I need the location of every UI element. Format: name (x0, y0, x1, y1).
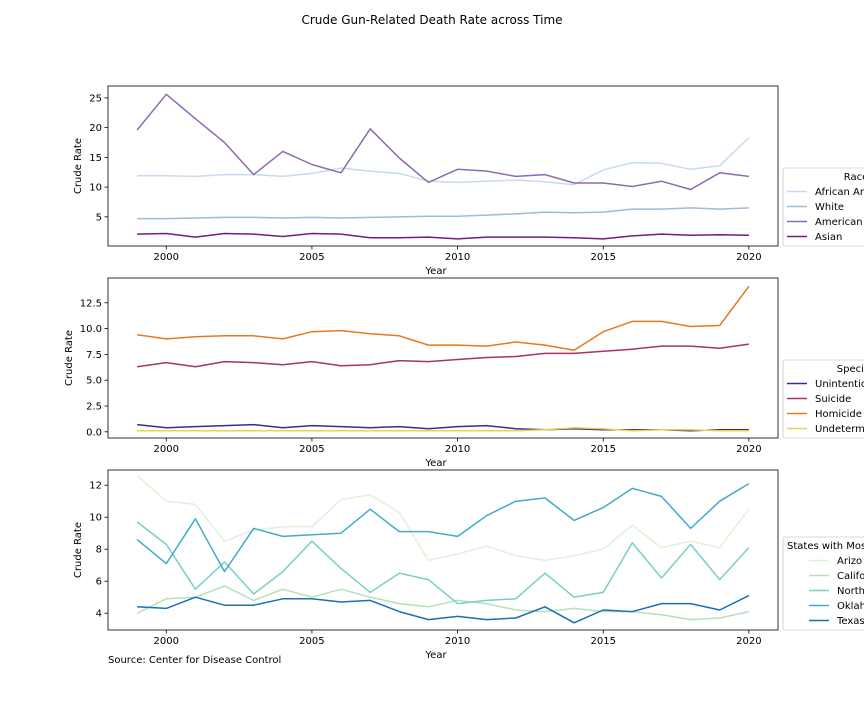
legend-box (782, 167, 864, 247)
x-tick-label: 2020 (736, 252, 761, 263)
y-tick-label: 5.0 (86, 376, 102, 387)
y-axis-label: Crude Rate (73, 522, 84, 578)
y-axis-label: Crude Rate (64, 330, 75, 386)
x-tick-label: 2005 (299, 636, 324, 647)
source-note: Source: Center for Disease Control (108, 655, 282, 666)
legend-title: Race (844, 172, 864, 183)
series-line-1-1 (137, 137, 750, 186)
legend-entry: Asian (815, 232, 842, 243)
x-tick-label: 2015 (590, 252, 615, 263)
legend-entry: American (815, 217, 863, 228)
x-tick-label: 2000 (154, 444, 179, 455)
panel-2: 2000 2005 2010 2015 2020 0.0 2.5 5.0 7.5 10.0 12.5… (64, 277, 864, 469)
y-tick-label: 5 (96, 212, 102, 223)
legend-3: States with Mos Arizo Califo North Oklah Texa… (782, 536, 864, 631)
y-axis-label: Crude Rate (73, 138, 84, 194)
legend-entry: Arizo (837, 556, 862, 567)
panel-3: 2000 2005 2010 2015 2020 4 6 8 10 12 Year Crude Rat… (73, 469, 864, 661)
y-tick-label: 12 (89, 481, 102, 492)
series-line-3-1 (136, 475, 750, 562)
y-tick-label: 10 (89, 513, 102, 524)
legend-box (782, 359, 864, 439)
x-axis-label: Year (424, 266, 447, 277)
x-tick-label: 2015 (590, 636, 615, 647)
series-line-3-3 (136, 521, 750, 605)
plot-frame (107, 469, 779, 631)
y-tick-label: 25 (89, 93, 102, 104)
series-line-1-2 (137, 207, 749, 220)
y-tick-label: 6 (96, 577, 102, 588)
y-tick-label: 12.5 (80, 298, 102, 309)
y-tick-label: 4 (96, 609, 102, 620)
y-tick-label: 20 (89, 123, 102, 134)
x-tick-label: 2005 (299, 444, 324, 455)
x-axis-label: Year (424, 458, 447, 469)
x-tick-label: 2000 (154, 252, 179, 263)
x-axis-label: Year (424, 650, 447, 661)
legend-entry: Unintention (815, 379, 864, 390)
legend-entry: Suicide (815, 394, 851, 405)
x-tick-label: 2000 (154, 636, 179, 647)
legend-entry: North (837, 586, 864, 597)
legend-box (782, 536, 864, 631)
series-line-3-4 (136, 482, 750, 573)
y-tick-label: 10 (89, 183, 102, 194)
x-tick-label: 2020 (736, 444, 761, 455)
series-line-3-5 (137, 594, 750, 624)
legend-entry: Undeterm (815, 424, 864, 435)
legend-entry: Texas (836, 616, 864, 627)
plot-frame (107, 85, 779, 247)
legend-entry: African An (815, 187, 864, 198)
x-tick-label: 2010 (445, 252, 470, 263)
y-tick-label: 0.0 (86, 427, 102, 438)
legend-entry: Califo (837, 571, 864, 582)
x-tick-label: 2015 (590, 444, 615, 455)
plot-frame (107, 277, 779, 439)
y-tick-label: 15 (89, 153, 102, 164)
legend-title: Species (837, 364, 864, 375)
series-line-3-2 (136, 585, 750, 621)
series-line-1-3 (136, 93, 749, 191)
x-tick-label: 2010 (445, 444, 470, 455)
y-tick-label: 7.5 (86, 350, 102, 361)
x-tick-label: 2005 (299, 252, 324, 263)
series-line-2-2 (136, 343, 750, 368)
series-line-2-4 (137, 426, 749, 432)
legend-2: Species Unintention Suicide Homicide Undeter… (782, 359, 864, 439)
y-tick-label: 2.5 (86, 402, 102, 413)
figure-title: Crude Gun-Related Death Rate across Time (301, 13, 562, 27)
legend-title: States with Mos (787, 541, 864, 552)
legend-entry: Oklah (837, 601, 864, 612)
legend-1: Race African An White American Asian (782, 167, 864, 247)
y-tick-label: 10.0 (80, 324, 102, 335)
y-tick-label: 8 (96, 545, 102, 556)
legend-entry: Homicide (815, 409, 862, 420)
legend-entry: White (815, 202, 844, 213)
series-line-2-3 (136, 285, 750, 352)
x-tick-label: 2010 (445, 636, 470, 647)
x-tick-label: 2020 (736, 636, 761, 647)
panel-1: 2000 2005 2010 2015 2020 5 10 15 20 25 Year Crude R… (73, 85, 864, 277)
series-line-1-4 (137, 232, 749, 240)
